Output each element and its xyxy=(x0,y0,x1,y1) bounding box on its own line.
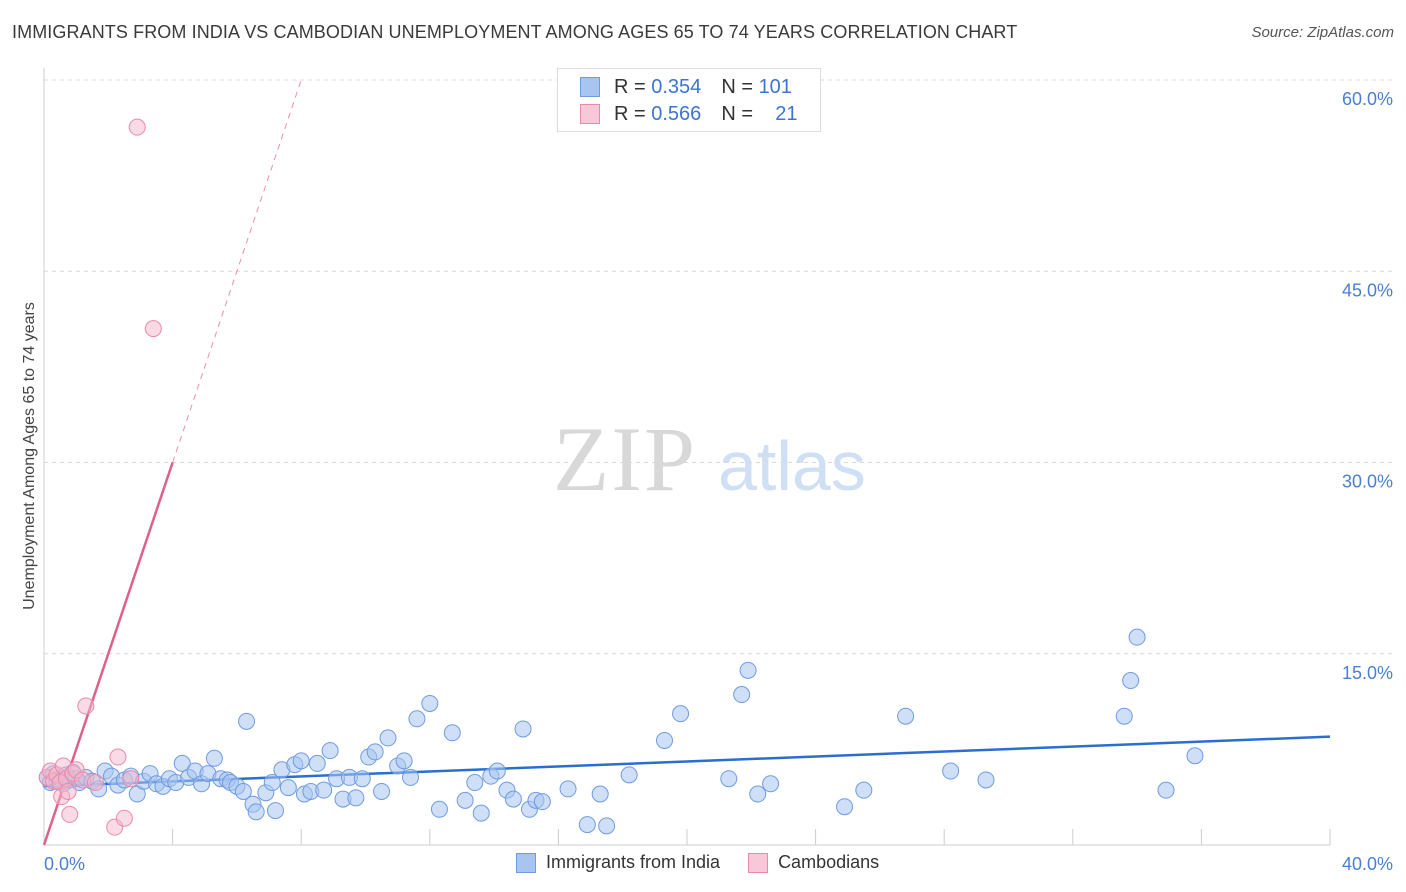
india-r-label: R = xyxy=(614,75,646,98)
source-label: Source: ZipAtlas.com xyxy=(1251,24,1394,41)
india-point xyxy=(559,780,577,798)
india-point xyxy=(379,729,397,747)
india-point xyxy=(366,743,384,761)
india-swatch xyxy=(580,77,600,97)
india-point xyxy=(720,770,738,788)
india-point xyxy=(373,782,391,800)
cambodia-point xyxy=(128,118,146,136)
india-point xyxy=(1157,781,1175,799)
y-tick-label: 60.0% xyxy=(1342,89,1393,109)
india-point xyxy=(977,771,995,789)
india-point xyxy=(234,782,252,800)
india-point xyxy=(466,774,484,792)
india-point xyxy=(620,766,638,784)
series-legend: Immigrants from India Cambodians xyxy=(516,852,907,873)
india-n-label: N = xyxy=(721,75,753,98)
cambodia-point xyxy=(144,320,162,338)
india-point xyxy=(733,686,751,704)
legend-item-cambodia[interactable]: Cambodians xyxy=(748,852,879,873)
india-point xyxy=(205,749,223,767)
india-legend-label: Immigrants from India xyxy=(546,852,721,872)
cambodia-point xyxy=(59,782,77,800)
india-point xyxy=(762,775,780,793)
india-point xyxy=(578,816,596,834)
axes xyxy=(43,68,1331,846)
cambodia-swatch xyxy=(580,104,600,124)
india-trend-line xyxy=(43,735,1331,788)
watermark: ZIP atlas xyxy=(553,408,866,510)
india-point xyxy=(443,724,461,742)
india-point xyxy=(308,754,326,772)
legend-item-india[interactable]: Immigrants from India xyxy=(516,852,720,873)
cambodia-point xyxy=(86,774,104,792)
legend-row-cambodia: R = 0.566 N = 21 xyxy=(580,101,797,127)
india-legend-swatch xyxy=(516,852,536,873)
india-point xyxy=(173,754,191,772)
india-point xyxy=(488,762,506,780)
india-point xyxy=(279,779,297,797)
watermark-atlas: atlas xyxy=(718,427,866,505)
india-point xyxy=(672,705,690,723)
india-point xyxy=(421,694,439,712)
india-point xyxy=(266,802,284,820)
india-point xyxy=(395,752,413,770)
y-tick-label: 15.0% xyxy=(1342,663,1393,683)
india-point xyxy=(942,762,960,780)
y-tick-label: 45.0% xyxy=(1342,280,1393,300)
india-point xyxy=(598,817,616,835)
india-point xyxy=(836,798,854,816)
cambodia-r-label: R = xyxy=(614,102,646,125)
india-point xyxy=(1122,672,1140,690)
grid-lines xyxy=(44,79,1395,655)
chart-title: IMMIGRANTS FROM INDIA VS CAMBODIAN UNEMP… xyxy=(12,22,1018,42)
india-point xyxy=(321,742,339,760)
cambodia-point xyxy=(77,697,95,715)
india-point xyxy=(315,781,333,799)
x-tick-label: 0.0% xyxy=(44,854,85,874)
cambodia-trend-extension xyxy=(172,79,302,463)
cambodia-point xyxy=(115,809,133,827)
cambodia-n-value: 21 xyxy=(775,102,798,125)
india-point xyxy=(533,793,551,811)
india-point xyxy=(456,791,474,809)
y-tick-label: 30.0% xyxy=(1342,472,1393,492)
india-point xyxy=(739,661,757,679)
india-point xyxy=(1186,747,1204,765)
cambodia-r-value: 0.566 xyxy=(651,102,702,125)
tick-labels: 15.0% 30.0% 45.0% 60.0% 0.0% 40.0% xyxy=(44,89,1393,874)
india-point xyxy=(591,785,609,803)
cambodia-point xyxy=(61,805,79,823)
cambodia-point xyxy=(122,770,140,788)
india-point xyxy=(1128,628,1146,646)
india-point xyxy=(749,785,767,803)
watermark-zip: ZIP xyxy=(553,408,697,510)
india-point xyxy=(238,712,256,730)
india-point xyxy=(247,803,265,821)
india-point xyxy=(430,800,448,818)
correlation-legend: R = 0.354 N = 101 R = 0.566 N = 21 xyxy=(557,68,821,132)
india-point xyxy=(655,731,673,749)
india-point xyxy=(504,790,522,808)
cambodia-n-label: N = xyxy=(721,102,753,125)
india-point xyxy=(347,789,365,807)
india-point xyxy=(353,770,371,788)
x-tick-label: 40.0% xyxy=(1342,854,1393,874)
india-point xyxy=(855,781,873,799)
india-point xyxy=(263,774,281,792)
data-points xyxy=(38,118,1204,836)
legend-row-india: R = 0.354 N = 101 xyxy=(580,74,792,100)
cambodia-legend-swatch xyxy=(748,852,769,873)
india-n-value: 101 xyxy=(758,75,792,98)
india-point xyxy=(292,752,310,770)
india-point xyxy=(472,804,490,822)
india-point xyxy=(402,768,420,786)
india-point xyxy=(1115,707,1133,725)
cambodia-legend-label: Cambodians xyxy=(778,852,880,872)
cambodia-point xyxy=(109,748,127,766)
india-r-value: 0.354 xyxy=(651,75,702,98)
india-point xyxy=(514,720,532,738)
india-point xyxy=(408,710,426,728)
india-point xyxy=(897,707,915,725)
